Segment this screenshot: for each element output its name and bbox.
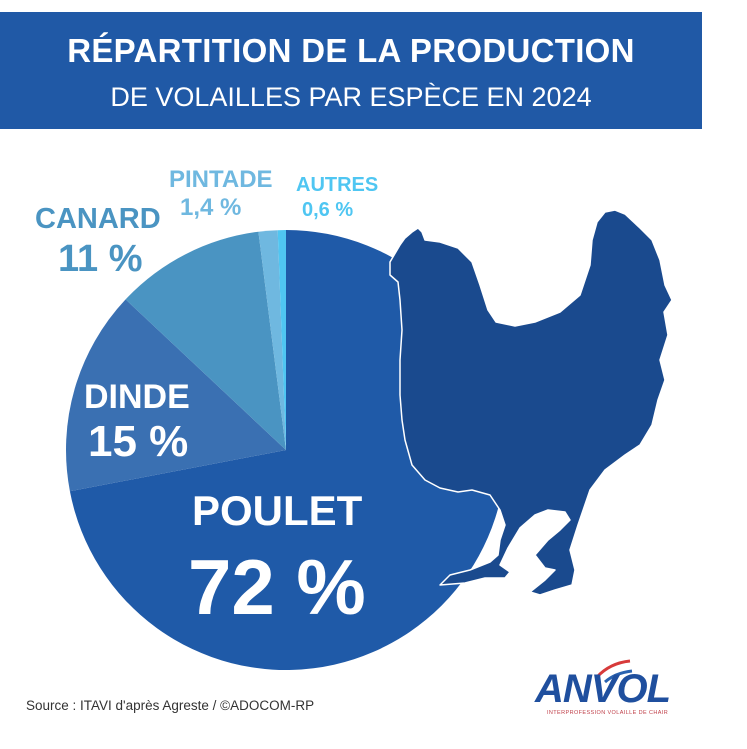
label-canard-name: CANARD [35, 203, 161, 235]
logo-swoosh-icon [595, 659, 633, 684]
chart-title: RÉPARTITION DE LA PRODUCTION [67, 32, 635, 69]
logo-subtitle: INTERPROFESSION VOLAILLE DE CHAIR [547, 710, 669, 716]
label-autres-value: 0,6 % [302, 199, 354, 221]
slice-dinde [66, 299, 286, 492]
slice-canard [125, 231, 286, 450]
label-canard-value: 11 % [58, 238, 143, 280]
slice-pintade [258, 230, 286, 450]
label-pintade-value: 1,4 % [180, 194, 242, 221]
chart-subtitle: DE VOLAILLES PAR ESPÈCE EN 2024 [110, 82, 592, 112]
label-dinde-value: 15 % [88, 417, 189, 466]
slice-poulet [69, 230, 507, 670]
label-pintade-name: PINTADE [169, 166, 273, 193]
logo-text: ANVOL [535, 667, 671, 711]
slice-autres [277, 230, 286, 450]
label-poulet-name: POULET [192, 487, 363, 534]
anvol-logo: ANVOL INTERPROFESSION VOLAILLE DE CHAIR [535, 655, 705, 725]
label-poulet-value: 72 % [188, 543, 366, 631]
source-note: Source : ITAVI d'après Agreste / ©ADOCOM… [26, 698, 315, 713]
chicken-icon [389, 209, 673, 596]
label-dinde-name: DINDE [84, 378, 190, 416]
title-banner: RÉPARTITION DE LA PRODUCTION DE VOLAILLE… [0, 12, 702, 129]
label-autres-name: AUTRES [296, 174, 379, 196]
